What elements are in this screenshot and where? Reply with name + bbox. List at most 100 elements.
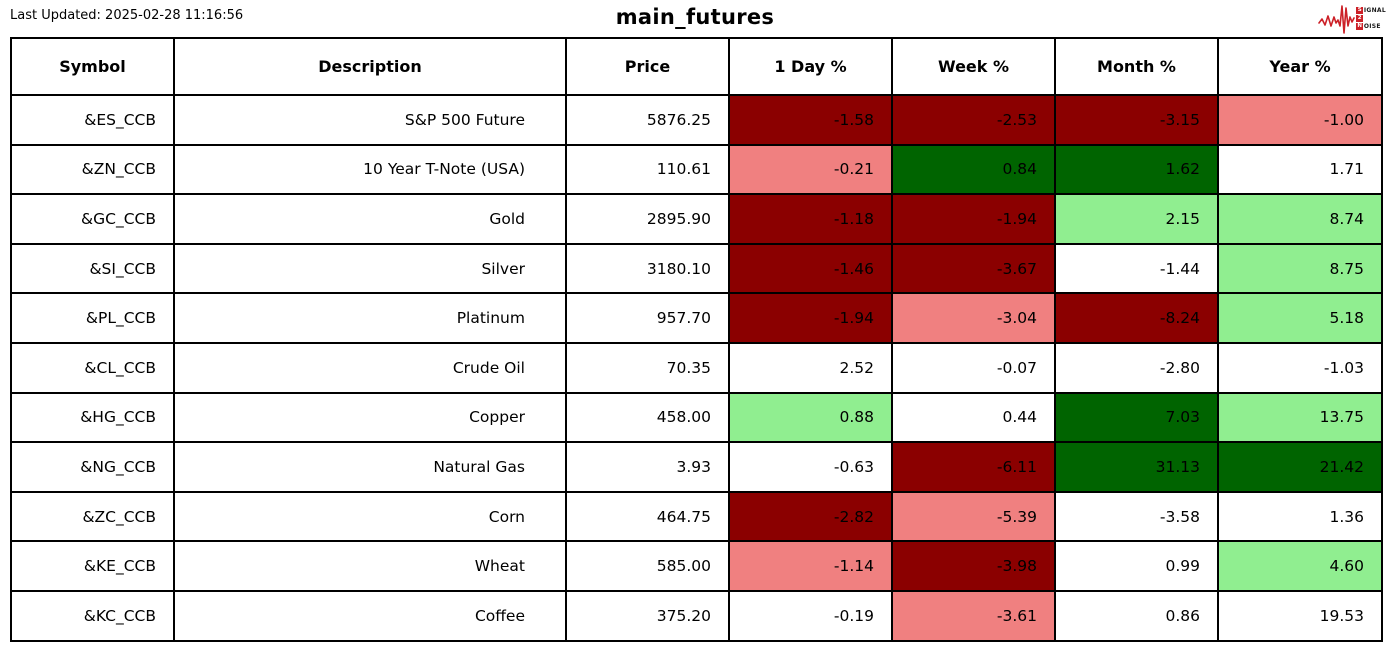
column-header-week: Week %: [891, 37, 1056, 96]
pct-cell-year: 8.75: [1217, 242, 1383, 295]
pct-cell-year: 5.18: [1217, 292, 1383, 344]
price-cell: 5876.25: [565, 94, 730, 146]
description-cell: Coffee: [173, 589, 567, 642]
pct-cell-week: 0.84: [891, 143, 1056, 196]
price-cell: 3.93: [565, 441, 730, 493]
pct-cell-year: 1.36: [1217, 490, 1383, 543]
pct-cell-year: 13.75: [1217, 391, 1383, 444]
pct-cell-week: -3.04: [891, 292, 1056, 344]
column-header-1-day: 1 Day %: [728, 37, 893, 96]
price-cell: 3180.10: [565, 242, 730, 295]
page-title: main_futures: [615, 5, 775, 29]
pct-cell-1day: -0.19: [728, 589, 893, 642]
pct-cell-week: -2.53: [891, 94, 1056, 146]
pct-cell-month: 1.62: [1054, 143, 1219, 196]
symbol-cell: &KC_CCB: [10, 589, 175, 642]
pct-cell-month: -2.80: [1054, 341, 1219, 394]
description-cell: Crude Oil: [173, 341, 567, 394]
pct-cell-month: -3.15: [1054, 94, 1219, 146]
pct-cell-week: 0.44: [891, 391, 1056, 444]
description-cell: Wheat: [173, 540, 567, 592]
header-row: Symbol Description Price 1 Day % Week % Month…: [10, 37, 1383, 96]
table-body: &ES_CCB S&P 500 Future 5876.25 -1.58 -2.53 -3…: [10, 94, 1383, 642]
pct-cell-1day: -0.21: [728, 143, 893, 196]
pct-cell-1day: 2.52: [728, 341, 893, 394]
price-cell: 458.00: [565, 391, 730, 444]
pct-cell-year: 21.42: [1217, 441, 1383, 493]
symbol-cell: &ZN_CCB: [10, 143, 175, 196]
price-cell: 70.35: [565, 341, 730, 394]
pct-cell-1day: -2.82: [728, 490, 893, 543]
table-row: &SI_CCB Silver 3180.10 -1.46 -3.67 -1.44 8.75: [10, 242, 1383, 295]
price-cell: 375.20: [565, 589, 730, 642]
symbol-cell: &CL_CCB: [10, 341, 175, 394]
description-cell: S&P 500 Future: [173, 94, 567, 146]
symbol-cell: &GC_CCB: [10, 193, 175, 245]
signal2noise-logo: S IGNAL 2 N OISE: [1318, 2, 1386, 35]
pct-cell-week: -0.07: [891, 341, 1056, 394]
pct-cell-1day: -1.46: [728, 242, 893, 295]
column-header-year: Year %: [1217, 37, 1383, 96]
table-row: &KE_CCB Wheat 585.00 -1.14 -3.98 0.99 4.60: [10, 540, 1383, 592]
pct-cell-year: -1.00: [1217, 94, 1383, 146]
symbol-cell: &NG_CCB: [10, 441, 175, 493]
description-cell: Natural Gas: [173, 441, 567, 493]
table-row: &ZN_CCB 10 Year T-Note (USA) 110.61 -0.21 0.…: [10, 143, 1383, 196]
pct-cell-1day: -1.58: [728, 94, 893, 146]
pct-cell-month: 2.15: [1054, 193, 1219, 245]
pct-cell-1day: -1.94: [728, 292, 893, 344]
pct-cell-month: 0.86: [1054, 589, 1219, 642]
table-row: &KC_CCB Coffee 375.20 -0.19 -3.61 0.86 19.53: [10, 589, 1383, 642]
column-header-price: Price: [565, 37, 730, 96]
table-row: &CL_CCB Crude Oil 70.35 2.52 -0.07 -2.80 -1.03: [10, 341, 1383, 394]
logo-badge-n: N: [1356, 23, 1364, 30]
symbol-cell: &PL_CCB: [10, 292, 175, 344]
description-cell: Gold: [173, 193, 567, 245]
symbol-cell: &HG_CCB: [10, 391, 175, 444]
table-row: &HG_CCB Copper 458.00 0.88 0.44 7.03 13.75: [10, 391, 1383, 444]
pct-cell-year: 8.74: [1217, 193, 1383, 245]
symbol-cell: &SI_CCB: [10, 242, 175, 295]
logo-line-noise: N OISE: [1356, 23, 1381, 30]
column-header-description: Description: [173, 37, 567, 96]
price-cell: 957.70: [565, 292, 730, 344]
symbol-cell: &ES_CCB: [10, 94, 175, 146]
pct-cell-month: -8.24: [1054, 292, 1219, 344]
pct-cell-week: -3.61: [891, 589, 1056, 642]
description-cell: Copper: [173, 391, 567, 444]
description-cell: Corn: [173, 490, 567, 543]
pct-cell-1day: -1.18: [728, 193, 893, 245]
price-cell: 110.61: [565, 143, 730, 196]
pct-cell-week: -1.94: [891, 193, 1056, 245]
pct-cell-1day: 0.88: [728, 391, 893, 444]
table-row: &PL_CCB Platinum 957.70 -1.94 -3.04 -8.24 5.18: [10, 292, 1383, 344]
column-header-month: Month %: [1054, 37, 1219, 96]
table-row: &ZC_CCB Corn 464.75 -2.82 -5.39 -3.58 1.36: [10, 490, 1383, 543]
price-cell: 464.75: [565, 490, 730, 543]
symbol-cell: &ZC_CCB: [10, 490, 175, 543]
pct-cell-week: -3.67: [891, 242, 1056, 295]
logo-line-signal: S IGNAL: [1356, 7, 1386, 14]
description-cell: 10 Year T-Note (USA): [173, 143, 567, 196]
symbol-cell: &KE_CCB: [10, 540, 175, 592]
description-cell: Platinum: [173, 292, 567, 344]
pct-cell-month: -3.58: [1054, 490, 1219, 543]
pct-cell-1day: -0.63: [728, 441, 893, 493]
pct-cell-month: 7.03: [1054, 391, 1219, 444]
pct-cell-week: -6.11: [891, 441, 1056, 493]
pct-cell-year: -1.03: [1217, 341, 1383, 394]
pct-cell-month: 31.13: [1054, 441, 1219, 493]
table-row: &NG_CCB Natural Gas 3.93 -0.63 -6.11 31.13 21.…: [10, 441, 1383, 493]
pct-cell-year: 19.53: [1217, 589, 1383, 642]
table-row: &ES_CCB S&P 500 Future 5876.25 -1.58 -2.53 -3…: [10, 94, 1383, 146]
price-cell: 2895.90: [565, 193, 730, 245]
pct-cell-week: -5.39: [891, 490, 1056, 543]
ecg-waveform-icon: [1318, 5, 1356, 34]
logo-badge-s: S: [1356, 7, 1364, 14]
logo-line-2: 2: [1356, 15, 1386, 22]
last-updated-timestamp: Last Updated: 2025-02-28 11:16:56: [10, 8, 244, 23]
pct-cell-month: 0.99: [1054, 540, 1219, 592]
logo-text: S IGNAL 2 N OISE: [1356, 6, 1386, 31]
description-cell: Silver: [173, 242, 567, 295]
pct-cell-year: 1.71: [1217, 143, 1383, 196]
